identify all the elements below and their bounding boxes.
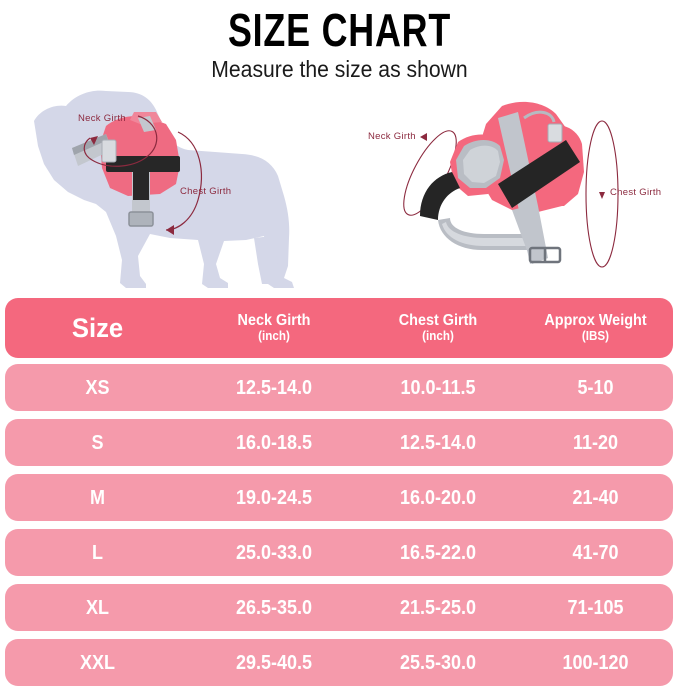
cell-size: XL	[85, 596, 110, 619]
harness-black-strap	[106, 156, 180, 172]
page-header: SIZE CHART Measure the size as shown	[0, 0, 679, 82]
cell-chest: 16.0-20.0	[399, 486, 477, 509]
cell-weight: 21-40	[572, 486, 619, 509]
right-neck-girth-label: Neck Girth	[368, 131, 416, 142]
cell-neck: 29.5-40.5	[235, 651, 313, 674]
cell-neck: 16.0-18.5	[235, 431, 313, 454]
page-title: SIZE CHART	[227, 4, 452, 56]
table-header-row: Size Neck Girth (inch) Chest Girth (inch…	[5, 298, 673, 358]
table-row: XL 26.5-35.0 21.5-25.0 71-105	[5, 584, 673, 631]
chest-girth-arrowhead	[166, 225, 174, 235]
product-left-pad-mesh-inner	[463, 145, 500, 183]
header-approx-weight-unit: (IBS)	[581, 329, 610, 343]
cell-weight: 100-120	[562, 651, 629, 674]
harness-grey-neck-band-edge	[72, 134, 108, 155]
product-neck-loop-grey-highlight	[442, 222, 531, 246]
product-black-strap	[498, 140, 580, 208]
cell-size: L	[92, 541, 103, 564]
chest-girth-ellipse	[585, 120, 619, 268]
neck-girth-arrowhead	[90, 136, 98, 145]
chest-girth-arrow-path	[165, 131, 202, 231]
cell-size: XXL	[79, 651, 116, 674]
cell-chest: 25.5-30.0	[399, 651, 477, 674]
header-cell-chest-girth: Chest Girth (inch)	[358, 312, 518, 344]
product-top-loop	[523, 110, 556, 123]
harness-neck-buckle	[101, 139, 117, 163]
cell-size: XS	[85, 376, 110, 399]
harness-belly-strap-black	[133, 172, 149, 200]
cell-chest: 21.5-25.0	[399, 596, 477, 619]
cell-neck: 19.0-24.5	[235, 486, 313, 509]
illustration-area: Neck Girth Chest Girth	[0, 88, 679, 293]
neck-girth-arrow-path	[83, 115, 158, 167]
header-cell-size: Size	[71, 313, 124, 343]
dog-leg-shading	[254, 236, 278, 284]
size-chart-table: Size Neck Girth (inch) Chest Girth (inch…	[5, 298, 673, 694]
cell-chest: 10.0-11.5	[400, 376, 476, 399]
cell-neck: 12.5-14.0	[235, 376, 313, 399]
harness-handle	[138, 116, 156, 132]
product-neck-loop-black	[420, 172, 460, 220]
cell-weight: 5-10	[577, 376, 614, 399]
cell-size: M	[89, 486, 105, 509]
table-row: XS 12.5-14.0 10.0-11.5 5-10	[5, 364, 673, 411]
table-row: S 16.0-18.5 12.5-14.0 11-20	[5, 419, 673, 466]
harness-product-svg	[403, 101, 619, 268]
header-approx-weight-label: Approx Weight	[544, 312, 647, 329]
header-chest-girth-label: Chest Girth	[398, 312, 478, 329]
cell-chest: 12.5-14.0	[399, 431, 477, 454]
left-neck-girth-label: Neck Girth	[78, 113, 126, 124]
harness-buckle	[128, 211, 154, 227]
header-cell-approx-weight: Approx Weight (IBS)	[518, 312, 673, 344]
cell-neck: 26.5-35.0	[235, 596, 313, 619]
cell-weight: 71-105	[567, 596, 624, 619]
header-neck-girth-label: Neck Girth	[237, 312, 311, 329]
cell-size: S	[91, 431, 104, 454]
table-row: M 19.0-24.5 16.0-20.0 21-40	[5, 474, 673, 521]
cell-weight: 41-70	[572, 541, 619, 564]
chest-girth-pointer	[599, 192, 605, 199]
header-chest-girth-unit: (inch)	[422, 329, 454, 343]
table-row: L 25.0-33.0 16.5-22.0 41-70	[5, 529, 673, 576]
page-subtitle: Measure the size as shown	[211, 56, 468, 82]
harness-product-illustration: Neck Girth Chest Girth	[352, 88, 679, 293]
cell-chest: 16.5-22.0	[399, 541, 477, 564]
dog-harness-svg	[34, 90, 294, 288]
table-row: XXL 29.5-40.5 25.5-30.0 100-120	[5, 639, 673, 686]
header-cell-neck-girth: Neck Girth (inch)	[190, 312, 358, 344]
product-lower-strap	[512, 206, 548, 264]
header-neck-girth-unit: (inch)	[258, 329, 290, 343]
cell-weight: 11-20	[572, 431, 619, 454]
left-chest-girth-label: Chest Girth	[180, 186, 232, 197]
cell-neck: 25.0-33.0	[235, 541, 313, 564]
neck-girth-pointer	[420, 133, 427, 141]
dog-harness-illustration: Neck Girth Chest Girth	[10, 88, 340, 293]
product-d-ring	[547, 123, 563, 143]
right-chest-girth-label: Chest Girth	[610, 187, 662, 198]
